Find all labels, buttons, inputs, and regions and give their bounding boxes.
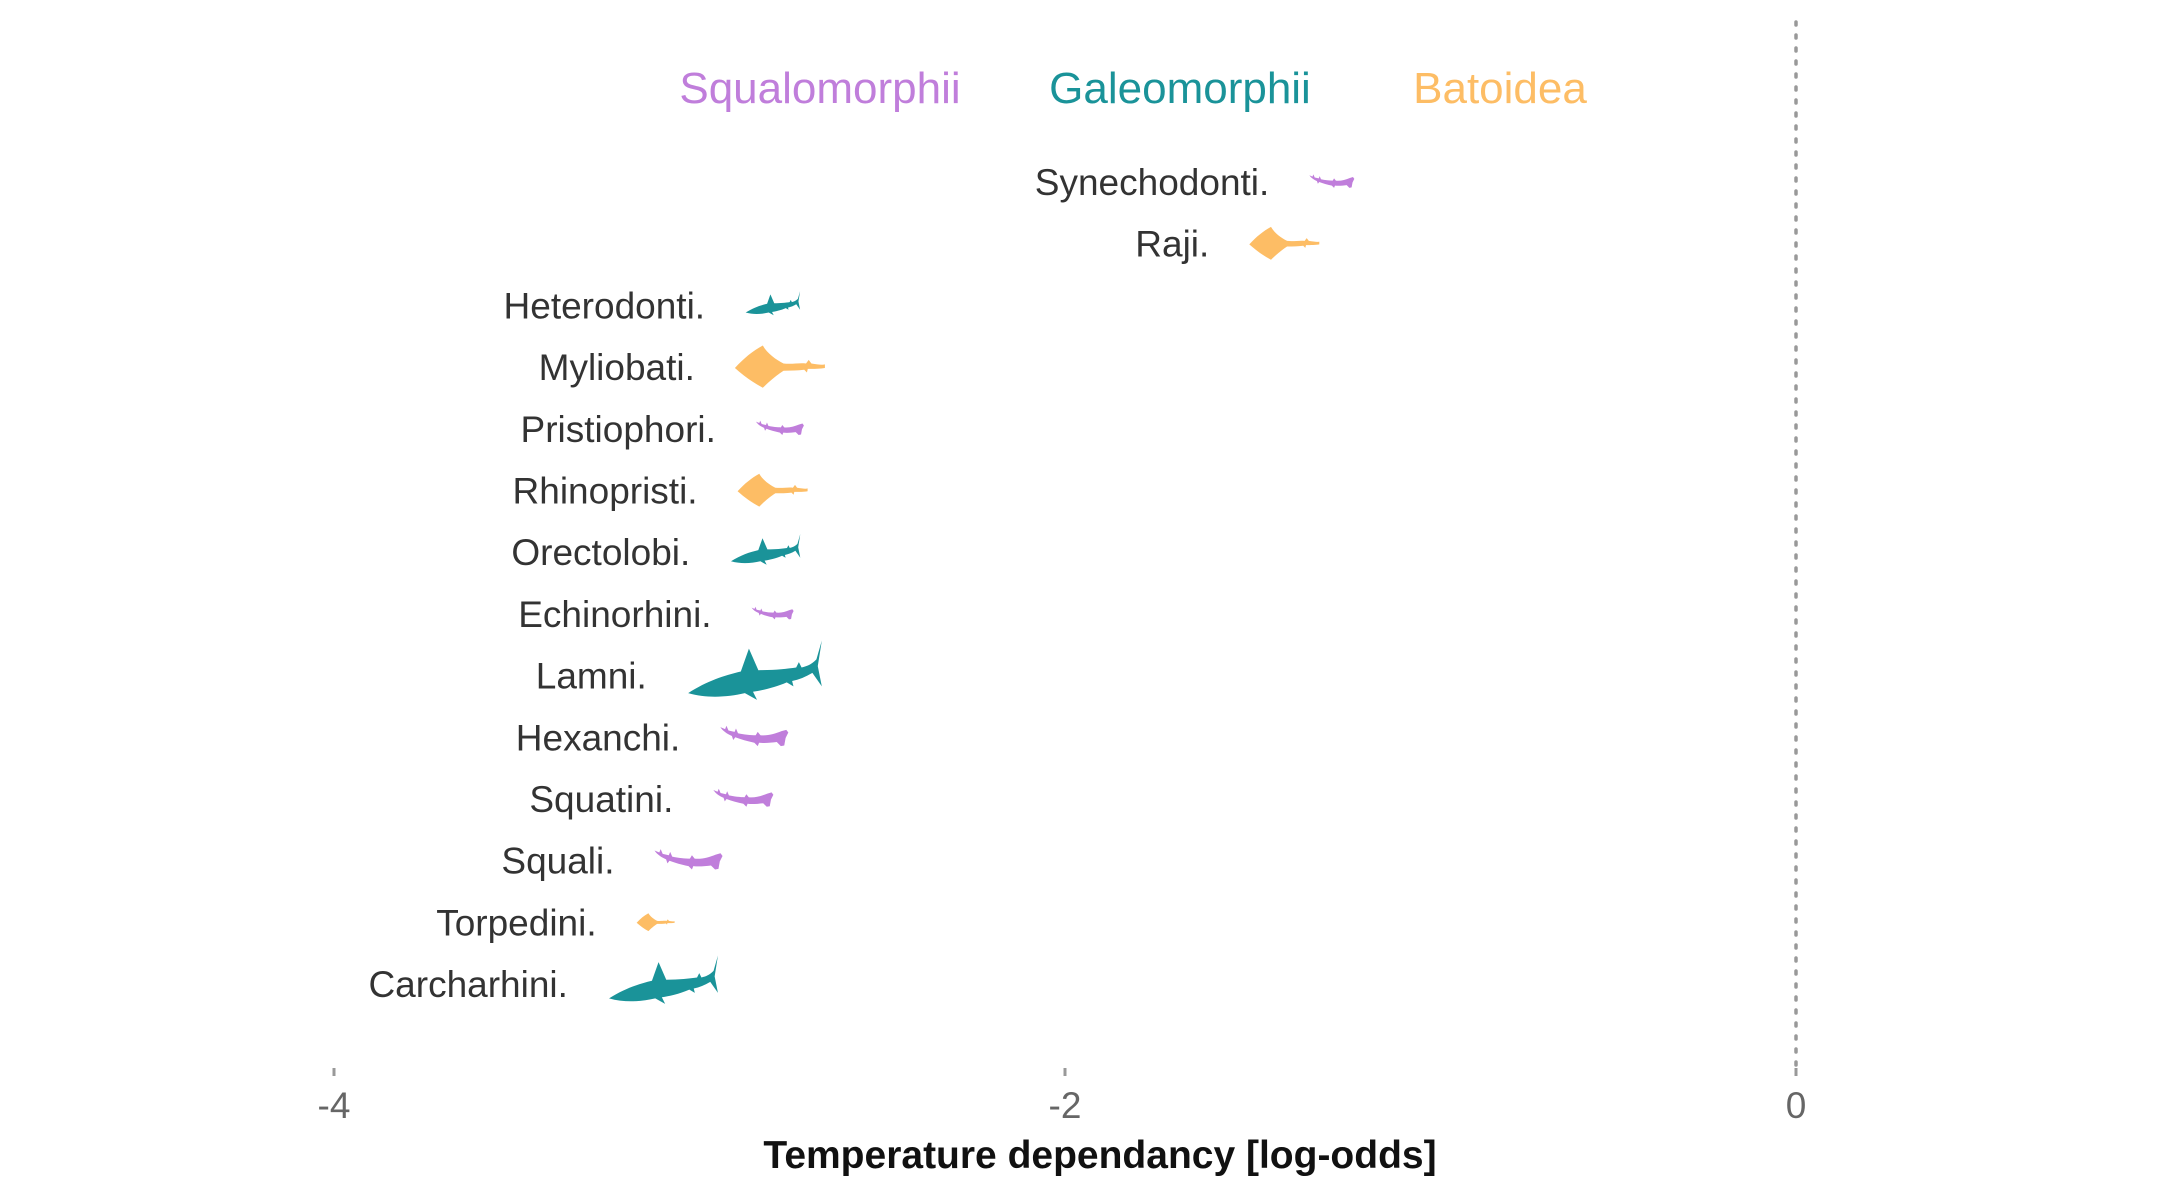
point-echinorhini: Echinorhini. [518,594,794,635]
order-label: Synechodonti. [1035,162,1270,203]
ray-silhouette-icon [636,913,675,932]
legend-entry-galeomorphii: Galeomorphii [1049,64,1311,113]
point-hexanchi: Hexanchi. [516,717,789,758]
ray-silhouette-icon [737,473,808,507]
order-label: Lamni. [536,656,647,697]
shark-silhouette-icon [730,534,801,565]
order-label: Pristiophori. [521,409,716,450]
shark-silhouette-icon [745,291,801,316]
point-lamni: Lamni. [536,640,822,700]
order-label: Carcharhini. [368,964,567,1005]
x-tick-label: -2 [1049,1085,1082,1126]
order-label: Rhinopristi. [513,471,698,512]
shark-silhouette-icon [609,955,718,1004]
x-axis-title: Temperature dependancy [log-odds] [763,1134,1436,1177]
legend-entry-batoidea: Batoidea [1413,64,1587,113]
legend: Squalomorphii Galeomorphii Batoidea [679,64,1587,113]
point-carcharhini: Carcharhini. [368,955,718,1005]
point-squatini: Squatini. [529,779,774,820]
order-label: Orectolobi. [511,532,690,573]
dogfish-silhouette-icon [755,420,804,436]
ray-silhouette-icon [1249,226,1320,260]
x-tick-label: 0 [1786,1085,1807,1126]
order-label: Torpedini. [436,902,596,943]
dogfish-silhouette-icon [713,788,774,807]
order-label: Myliobati. [539,347,695,388]
dogfish-silhouette-icon [751,606,794,620]
point-pristiophori: Pristiophori. [521,409,804,450]
shark-silhouette-icon [688,640,822,700]
point-squali: Squali. [501,841,723,882]
point-myliobati: Myliobati. [539,345,825,388]
point-rhinopristi: Rhinopristi. [513,471,808,512]
point-raji: Raji. [1135,224,1320,265]
point-orectolobi: Orectolobi. [511,532,801,573]
x-axis: -4 -2 0 [318,1068,1807,1126]
point-heterodonti: Heterodonti. [504,285,801,326]
order-label: Echinorhini. [518,594,711,635]
order-label: Squali. [501,841,614,882]
dogfish-silhouette-icon [720,725,789,747]
point-torpedini: Torpedini. [436,902,675,943]
dogfish-silhouette-icon [654,849,723,870]
order-label: Hexanchi. [516,717,681,758]
order-label: Squatini. [529,779,673,820]
order-label: Raji. [1135,224,1209,265]
ray-silhouette-icon [734,345,825,388]
legend-entry-squalomorphii: Squalomorphii [679,64,960,113]
point-layer: Synechodonti. Raji. Heterodonti. Myliobati.… [368,162,1355,1005]
point-synechodonti: Synechodonti. [1035,162,1355,203]
x-tick-label: -4 [318,1085,351,1126]
order-label: Heterodonti. [504,285,706,326]
dogfish-silhouette-icon [1309,174,1355,188]
